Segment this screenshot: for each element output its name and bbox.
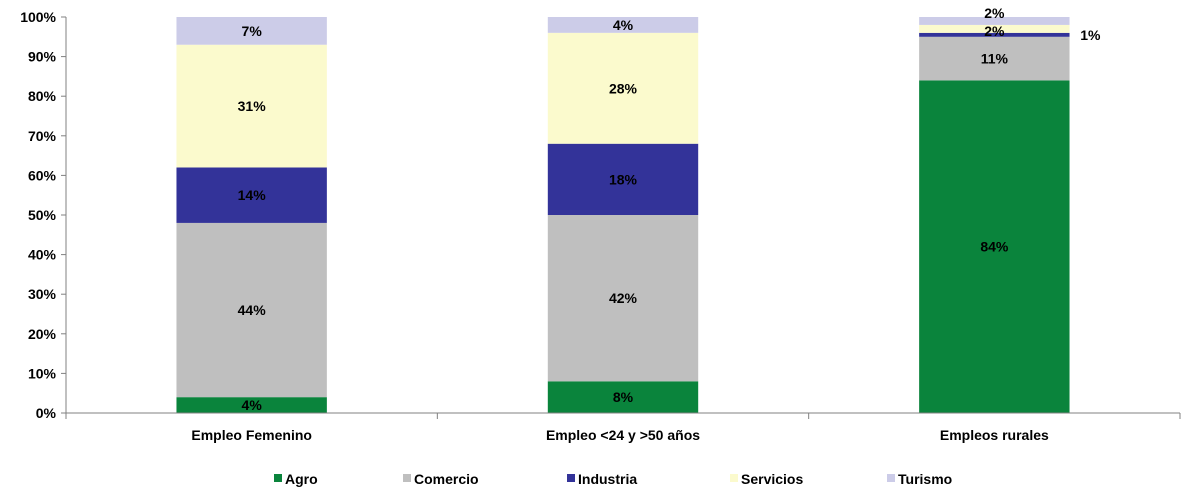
bar-segment-agro: [547, 381, 699, 413]
legend-item-turismo: Turismo: [887, 471, 952, 487]
bar-segment-turismo: [176, 17, 327, 45]
y-tick-label: 0%: [36, 405, 57, 421]
bar-segment-industria: [547, 143, 699, 215]
legend-label: Industria: [578, 471, 637, 487]
legend-swatch: [403, 474, 411, 482]
bar-segment-servicios: [547, 32, 699, 144]
y-tick-label: 90%: [28, 49, 57, 65]
legend-item-industria: Industria: [567, 471, 637, 487]
y-tick-label: 80%: [28, 88, 57, 104]
bars: [176, 17, 1070, 414]
data-label: 7%: [242, 23, 263, 39]
legend: Agro Comercio Industria Servicios Turismo: [274, 471, 952, 487]
data-label: 11%: [981, 51, 1009, 67]
y-tick-label: 20%: [28, 326, 57, 342]
legend-label: Turismo: [898, 471, 952, 487]
bar-segment-industria: [176, 167, 327, 223]
bar-segment-comercio: [176, 222, 327, 398]
bar-segment-agro: [919, 80, 1070, 414]
data-label: 18%: [609, 171, 638, 187]
data-label: 4%: [613, 17, 634, 33]
legend-item-agro: Agro: [274, 471, 318, 487]
data-label: 42%: [609, 290, 638, 306]
bar-segment-comercio: [547, 215, 699, 382]
y-tick-label: 30%: [28, 286, 57, 302]
y-tick-label: 70%: [28, 128, 57, 144]
category-label: Empleo Femenino: [191, 427, 312, 443]
bar-segment-comercio: [919, 36, 1070, 81]
y-tick-label: 60%: [28, 167, 57, 183]
legend-label: Servicios: [741, 471, 803, 487]
y-tick-label: 40%: [28, 247, 57, 263]
legend-label: Agro: [285, 471, 318, 487]
bar-segment-turismo: [919, 17, 1070, 25]
bar-segment-servicios: [176, 44, 327, 168]
y-tick-label: 50%: [28, 207, 57, 223]
legend-item-servicios: Servicios: [730, 471, 803, 487]
bar-segment-agro: [176, 397, 327, 413]
bar-segment-industria: [919, 32, 1070, 37]
legend-item-comercio: Comercio: [403, 471, 479, 487]
data-label: 8%: [613, 389, 634, 405]
y-tick-label: 10%: [28, 365, 57, 381]
y-axis: 0% 10% 20% 30% 40% 50% 60% 70% 80% 90% 100%: [20, 9, 67, 421]
data-label: 84%: [980, 239, 1009, 255]
data-label: 4%: [242, 397, 263, 413]
data-label: 2%: [984, 5, 1005, 21]
category-label: Empleos rurales: [940, 427, 1049, 443]
legend-swatch: [730, 474, 738, 482]
legend-swatch: [887, 474, 895, 482]
legend-swatch: [274, 474, 282, 482]
legend-label: Comercio: [414, 471, 479, 487]
bar-segment-servicios: [919, 24, 1070, 33]
category-label: Empleo <24 y >50 años: [546, 427, 700, 443]
data-label: 28%: [609, 80, 638, 96]
bar-segment-turismo: [547, 17, 699, 33]
data-label: 2%: [984, 23, 1005, 39]
data-label: 31%: [238, 98, 267, 114]
data-label: 44%: [238, 302, 267, 318]
legend-swatch: [567, 474, 575, 482]
data-label: 1%: [1080, 27, 1101, 43]
data-label: 14%: [238, 187, 267, 203]
data-labels: 4% 44% 14% 31% 7% 8% 42% 18% 28% 4% 84% 11% 1% 2% 2%: [238, 5, 1101, 413]
y-tick-label: 100%: [20, 9, 56, 25]
x-axis: Empleo Femenino Empleo <24 y >50 años Empl…: [65, 412, 1181, 443]
